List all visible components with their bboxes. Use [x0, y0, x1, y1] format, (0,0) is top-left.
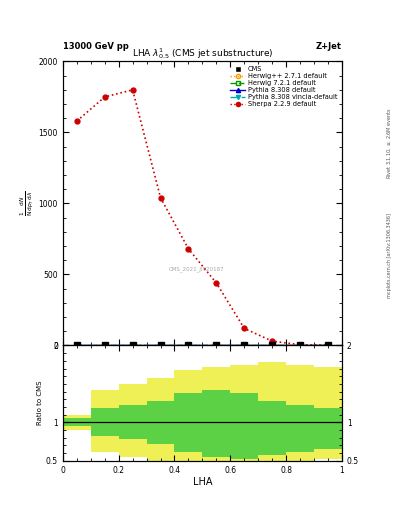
- Y-axis label: $\frac{1}{\mathrm{N}}\frac{\mathrm{d}N}{\mathrm{d}p_T\,\mathrm{d}\lambda}$: $\frac{1}{\mathrm{N}}\frac{\mathrm{d}N}{…: [19, 190, 36, 216]
- CMS: [130, 342, 135, 348]
- Pythia 8.308 default: [214, 342, 219, 348]
- Herwig 7.2.1 default: [214, 342, 219, 348]
- Pythia 8.308 vincia-default: [214, 342, 219, 348]
- Text: mcplots.cern.ch [arXiv:1306.3436]: mcplots.cern.ch [arXiv:1306.3436]: [387, 214, 391, 298]
- CMS: [214, 342, 219, 348]
- X-axis label: LHA: LHA: [193, 477, 212, 487]
- Title: LHA $\lambda^{1}_{0.5}$ (CMS jet substructure): LHA $\lambda^{1}_{0.5}$ (CMS jet substru…: [132, 47, 273, 61]
- Line: Pythia 8.308 vincia-default: Pythia 8.308 vincia-default: [74, 343, 331, 348]
- Pythia 8.308 vincia-default: [102, 342, 107, 348]
- Pythia 8.308 vincia-default: [130, 342, 135, 348]
- Sherpa 2.2.9 default: [75, 118, 79, 124]
- Text: CMS_2021_JI920187: CMS_2021_JI920187: [169, 266, 225, 271]
- Herwig 7.2.1 default: [326, 342, 331, 348]
- Herwig++ 2.7.1 default: [75, 342, 79, 348]
- Herwig++ 2.7.1 default: [102, 342, 107, 348]
- Herwig++ 2.7.1 default: [298, 342, 303, 348]
- Sherpa 2.2.9 default: [214, 280, 219, 286]
- Pythia 8.308 vincia-default: [158, 342, 163, 348]
- Pythia 8.308 vincia-default: [326, 342, 331, 348]
- Line: Herwig++ 2.7.1 default: Herwig++ 2.7.1 default: [74, 343, 331, 348]
- Pythia 8.308 default: [102, 342, 107, 348]
- Text: Rivet 3.1.10, $\geq$ 2.6M events: Rivet 3.1.10, $\geq$ 2.6M events: [385, 108, 393, 179]
- Pythia 8.308 vincia-default: [75, 342, 79, 348]
- Sherpa 2.2.9 default: [102, 94, 107, 100]
- Herwig++ 2.7.1 default: [270, 342, 275, 348]
- Herwig++ 2.7.1 default: [130, 342, 135, 348]
- Herwig 7.2.1 default: [75, 342, 79, 348]
- Sherpa 2.2.9 default: [242, 325, 247, 331]
- Pythia 8.308 default: [326, 342, 331, 348]
- CMS: [270, 342, 275, 348]
- Line: Pythia 8.308 default: Pythia 8.308 default: [74, 343, 331, 348]
- Sherpa 2.2.9 default: [270, 338, 275, 344]
- Sherpa 2.2.9 default: [186, 246, 191, 252]
- Herwig++ 2.7.1 default: [242, 342, 247, 348]
- Pythia 8.308 vincia-default: [186, 342, 191, 348]
- Sherpa 2.2.9 default: [298, 342, 303, 348]
- Herwig 7.2.1 default: [158, 342, 163, 348]
- Legend: CMS, Herwig++ 2.7.1 default, Herwig 7.2.1 default, Pythia 8.308 default, Pythia : CMS, Herwig++ 2.7.1 default, Herwig 7.2.…: [229, 65, 339, 109]
- CMS: [298, 342, 303, 348]
- CMS: [326, 342, 331, 348]
- CMS: [242, 342, 247, 348]
- Herwig 7.2.1 default: [298, 342, 303, 348]
- Pythia 8.308 vincia-default: [242, 342, 247, 348]
- Line: Sherpa 2.2.9 default: Sherpa 2.2.9 default: [74, 88, 331, 348]
- CMS: [102, 342, 107, 348]
- Herwig 7.2.1 default: [270, 342, 275, 348]
- Pythia 8.308 default: [242, 342, 247, 348]
- CMS: [75, 342, 79, 348]
- Herwig 7.2.1 default: [130, 342, 135, 348]
- Line: CMS: CMS: [74, 343, 331, 348]
- Pythia 8.308 vincia-default: [270, 342, 275, 348]
- Text: 13000 GeV pp: 13000 GeV pp: [63, 41, 129, 51]
- Line: Herwig 7.2.1 default: Herwig 7.2.1 default: [74, 343, 331, 348]
- CMS: [158, 342, 163, 348]
- Pythia 8.308 default: [186, 342, 191, 348]
- Pythia 8.308 default: [75, 342, 79, 348]
- Pythia 8.308 default: [298, 342, 303, 348]
- Sherpa 2.2.9 default: [130, 87, 135, 93]
- Text: Z+Jet: Z+Jet: [316, 41, 342, 51]
- Pythia 8.308 default: [270, 342, 275, 348]
- Pythia 8.308 vincia-default: [298, 342, 303, 348]
- Herwig++ 2.7.1 default: [186, 342, 191, 348]
- Y-axis label: Ratio to CMS: Ratio to CMS: [37, 381, 43, 425]
- CMS: [186, 342, 191, 348]
- Sherpa 2.2.9 default: [158, 195, 163, 201]
- Herwig++ 2.7.1 default: [326, 342, 331, 348]
- Herwig 7.2.1 default: [102, 342, 107, 348]
- Herwig++ 2.7.1 default: [214, 342, 219, 348]
- Pythia 8.308 default: [158, 342, 163, 348]
- Pythia 8.308 default: [130, 342, 135, 348]
- Sherpa 2.2.9 default: [326, 342, 331, 348]
- Herwig 7.2.1 default: [186, 342, 191, 348]
- Herwig++ 2.7.1 default: [158, 342, 163, 348]
- Herwig 7.2.1 default: [242, 342, 247, 348]
